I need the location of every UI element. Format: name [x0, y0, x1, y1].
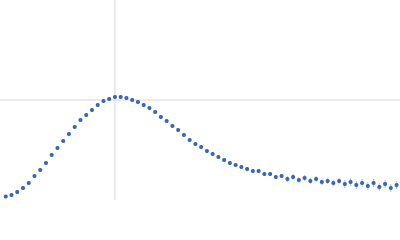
- chart: [0, 0, 400, 200]
- point: [193, 142, 198, 146]
- point: [164, 119, 169, 123]
- point: [365, 184, 370, 188]
- point: [66, 132, 71, 136]
- point: [181, 133, 186, 137]
- point: [331, 181, 336, 185]
- point: [43, 161, 48, 165]
- point: [9, 193, 14, 197]
- point: [273, 175, 278, 179]
- point: [342, 182, 347, 186]
- point: [348, 180, 353, 184]
- point: [89, 108, 94, 112]
- point: [20, 186, 25, 190]
- point: [55, 146, 60, 150]
- point: [118, 95, 123, 99]
- point: [170, 124, 175, 128]
- point: [95, 103, 100, 107]
- point: [38, 168, 43, 172]
- point: [176, 128, 181, 132]
- point: [250, 169, 255, 173]
- point: [147, 106, 152, 110]
- point: [158, 115, 163, 119]
- point: [360, 181, 365, 185]
- point: [262, 172, 267, 176]
- point: [314, 177, 319, 181]
- point: [199, 145, 204, 149]
- point: [135, 100, 140, 104]
- point: [383, 182, 388, 186]
- point: [394, 183, 399, 187]
- point: [388, 186, 393, 190]
- point: [285, 177, 290, 181]
- point: [216, 155, 221, 159]
- point: [153, 110, 158, 114]
- point: [72, 125, 77, 129]
- point: [325, 179, 330, 183]
- point: [124, 96, 129, 100]
- point: [187, 138, 192, 142]
- point: [78, 118, 83, 122]
- point: [239, 165, 244, 169]
- point: [210, 152, 215, 156]
- point: [26, 181, 31, 185]
- point: [308, 179, 313, 183]
- point: [233, 163, 238, 167]
- point: [101, 99, 106, 103]
- point: [296, 178, 301, 182]
- point: [15, 190, 20, 194]
- point: [371, 181, 376, 185]
- point: [130, 98, 135, 102]
- point: [302, 176, 307, 180]
- point: [112, 95, 117, 99]
- point: [61, 139, 66, 143]
- point: [84, 113, 89, 117]
- point: [245, 167, 250, 171]
- point: [141, 103, 146, 107]
- point: [291, 175, 296, 179]
- point: [268, 172, 273, 176]
- point: [107, 97, 112, 101]
- point: [279, 174, 284, 178]
- point: [32, 174, 37, 178]
- point: [256, 169, 261, 173]
- point: [377, 185, 382, 189]
- point: [227, 161, 232, 165]
- point: [204, 149, 209, 153]
- point: [319, 180, 324, 184]
- point: [49, 153, 54, 157]
- point: [3, 194, 8, 199]
- point: [337, 179, 342, 183]
- point: [354, 183, 359, 187]
- point: [222, 158, 227, 162]
